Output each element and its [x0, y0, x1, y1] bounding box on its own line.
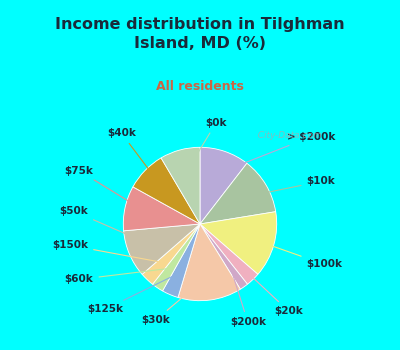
Text: $75k: $75k	[65, 166, 146, 211]
Text: $50k: $50k	[60, 206, 148, 244]
Wedge shape	[200, 212, 277, 274]
Text: $20k: $20k	[239, 265, 303, 316]
Wedge shape	[123, 187, 200, 231]
Text: $200k: $200k	[230, 270, 266, 327]
Wedge shape	[142, 224, 200, 284]
Text: All residents: All residents	[156, 80, 244, 93]
Text: $10k: $10k	[248, 176, 335, 196]
Wedge shape	[178, 224, 240, 301]
Text: Income distribution in Tilghman
Island, MD (%): Income distribution in Tilghman Island, …	[55, 18, 345, 51]
Wedge shape	[162, 224, 200, 298]
Wedge shape	[161, 147, 200, 224]
Text: $30k: $30k	[142, 279, 205, 325]
Wedge shape	[200, 224, 258, 284]
Text: > $200k: > $200k	[220, 132, 336, 173]
Wedge shape	[152, 224, 200, 291]
Wedge shape	[133, 158, 200, 224]
Text: $60k: $60k	[65, 269, 168, 285]
Text: $125k: $125k	[87, 274, 177, 314]
Text: City-Data.com: City-Data.com	[252, 131, 322, 140]
Wedge shape	[200, 224, 248, 289]
Text: $150k: $150k	[52, 240, 160, 262]
Wedge shape	[200, 163, 276, 224]
Wedge shape	[124, 224, 200, 274]
Text: $100k: $100k	[254, 239, 342, 270]
Wedge shape	[200, 147, 247, 224]
Text: $40k: $40k	[107, 128, 160, 185]
Text: $0k: $0k	[188, 118, 227, 170]
